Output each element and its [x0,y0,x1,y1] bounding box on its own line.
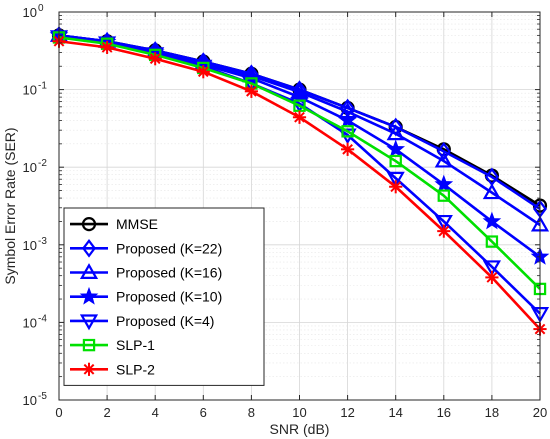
legend-item: SLP-2 [70,361,155,377]
x-tick-label: 8 [248,405,255,420]
data-point [341,125,354,138]
data-point [244,84,258,98]
y-axis-title: Symbol Error Rate (SER) [2,127,18,284]
data-point [482,211,502,230]
data-point [196,65,210,79]
data-point [434,214,453,231]
legend-label: MMSE [116,216,158,232]
data-point [100,40,114,54]
x-tick-label: 10 [292,405,306,420]
legend-item: Proposed (K=4) [70,313,214,331]
x-tick-label: 12 [340,405,354,420]
legend-marker [79,263,99,279]
asterisk-stroke [486,272,498,283]
data-point [389,180,403,194]
data-point [148,52,162,66]
x-tick-label: 0 [55,405,62,420]
x-tick-label: 14 [388,405,402,420]
data-point [437,189,451,202]
y-tick-base: 10 [23,315,37,330]
legend-item: MMSE [70,216,158,232]
y-tick-base: 10 [23,160,37,175]
y-tick-exponent: -1 [38,81,47,92]
x-tick-label: 4 [152,405,159,420]
data-point [485,270,499,285]
y-tick-label: 10 [23,315,37,330]
data-point [434,174,454,193]
legend-label: Proposed (K=4) [116,313,214,329]
x-axis-title: SNR (dB) [270,421,330,437]
legend-item: Proposed (K=16) [70,263,222,281]
y-tick-label: 10 [23,160,37,175]
legend-label: Proposed (K=22) [116,240,222,256]
legend-label: Proposed (K=10) [116,289,222,305]
data-point [386,171,405,188]
x-tick-label: 18 [485,405,499,420]
legend-marker [81,217,97,232]
y-tick-label: 10 [23,393,37,408]
data-point [341,142,355,156]
data-point [437,224,451,238]
legend-marker [79,314,99,331]
y-tick-base: 10 [23,83,37,98]
asterisk-stroke [197,66,209,78]
y-tick-exponent: -5 [38,391,47,402]
asterisk-stroke [83,363,95,375]
legend-marker [82,362,96,376]
y-tick-base: 10 [23,5,37,20]
x-tick-label: 20 [533,405,547,420]
y-tick-exponent: 0 [38,3,44,14]
data-point [482,260,501,277]
legend: MMSE Proposed (K=22) Proposed (K=16) Propos… [63,207,265,386]
data-point [434,151,453,168]
legend-marker [82,338,96,352]
asterisk-stroke [342,143,353,155]
x-tick-label: 2 [103,405,110,420]
asterisk-stroke [149,53,161,65]
data-point [386,139,406,158]
plot-series [49,25,550,336]
legend-item: SLP-1 [70,337,155,353]
y-tick-label: 10 [23,238,37,253]
asterisk-stroke [294,111,305,123]
y-tick-base: 10 [23,393,37,408]
series-line [58,36,541,290]
data-point [389,154,402,168]
legend-label: Proposed (K=16) [116,265,222,281]
legend-item: Proposed (K=22) [70,238,222,258]
legend-label: SLP-2 [116,361,155,377]
legend-marker [79,286,99,305]
asterisk-stroke [246,85,257,97]
y-tick-exponent: -4 [38,313,47,324]
asterisk-stroke [438,225,450,237]
x-tick-label: 16 [437,405,451,420]
y-tick-label: 10 [23,5,37,20]
legend-item: Proposed (K=10) [70,286,222,305]
x-tick-label: 6 [200,405,207,420]
data-point [482,183,501,200]
legend-marker [82,238,96,258]
asterisk-stroke [390,181,402,193]
y-tick-exponent: -3 [38,236,47,247]
y-tick-label: 10 [23,83,37,98]
data-point [436,142,451,161]
data-point [485,235,499,248]
data-point [338,110,357,129]
y-tick-base: 10 [23,238,37,253]
asterisk-stroke [101,42,113,53]
legend-label: SLP-1 [116,337,155,353]
data-point [386,124,405,141]
y-tick-exponent: -2 [38,158,47,169]
data-point [292,110,307,124]
